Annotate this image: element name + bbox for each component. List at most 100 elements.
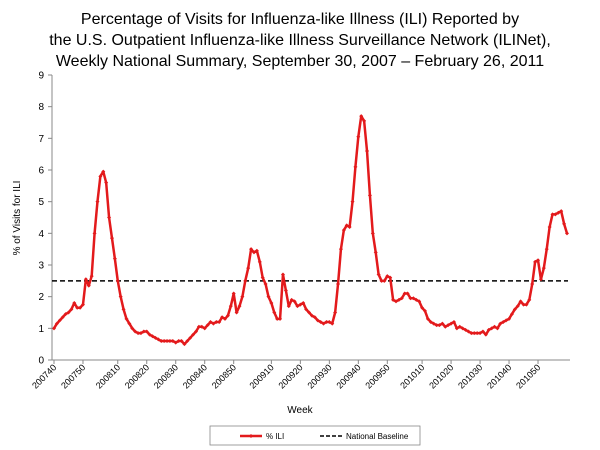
data-point <box>509 312 514 317</box>
data-point <box>144 329 149 334</box>
data-point <box>565 231 569 236</box>
data-point <box>533 259 538 264</box>
data-point <box>202 326 207 331</box>
y-axis-label: % of Visits for ILI <box>12 181 23 256</box>
data-point <box>414 297 419 302</box>
data-point <box>492 324 497 329</box>
data-point <box>115 278 120 283</box>
y-tick-label: 1 <box>38 324 44 335</box>
data-point <box>483 332 488 337</box>
x-tick-label: 201010 <box>398 362 426 390</box>
y-tick-label: 4 <box>38 229 44 240</box>
data-point <box>107 215 112 220</box>
data-point <box>165 339 170 343</box>
data-point <box>507 316 512 321</box>
x-tick-label: 200830 <box>152 362 180 390</box>
data-point <box>498 321 503 326</box>
data-point <box>324 320 329 324</box>
data-point <box>553 212 558 217</box>
data-point <box>425 316 430 321</box>
data-point <box>504 318 509 323</box>
data-point <box>362 118 367 123</box>
data-point <box>536 258 541 263</box>
x-tick-label: 200930 <box>305 362 333 390</box>
chart-title: the U.S. Outpatient Influenza-like Illne… <box>49 32 551 49</box>
data-point <box>147 332 152 337</box>
data-point <box>367 193 372 198</box>
data-point <box>518 299 523 304</box>
data-point <box>428 320 433 324</box>
legend-box <box>209 425 421 446</box>
data-point <box>130 326 135 331</box>
data-point <box>396 297 401 302</box>
data-point <box>382 278 387 283</box>
data-point <box>495 326 500 331</box>
data-point <box>315 318 320 323</box>
data-point <box>385 274 390 279</box>
x-tick-label: 200910 <box>247 362 275 390</box>
data-point <box>550 212 555 217</box>
legend-label: % ILI <box>266 432 284 441</box>
data-point <box>283 288 288 293</box>
data-point <box>408 296 413 301</box>
x-tick-label: 200810 <box>94 362 122 390</box>
chart-title: Percentage of Visits for Influenza-like … <box>81 11 519 28</box>
data-point <box>153 335 158 340</box>
data-point <box>405 291 410 296</box>
data-point <box>194 329 199 334</box>
data-point <box>480 329 485 334</box>
data-point <box>121 307 126 312</box>
data-point <box>289 297 294 302</box>
data-point <box>556 210 561 215</box>
x-tick-label: 201040 <box>485 362 513 390</box>
data-point <box>327 320 332 324</box>
data-point <box>280 272 285 277</box>
data-point <box>237 304 242 309</box>
x-tick-label: 201030 <box>456 362 484 390</box>
data-point <box>373 250 378 255</box>
data-point <box>437 323 442 328</box>
y-tick-label: 0 <box>38 356 44 367</box>
data-point <box>475 331 480 336</box>
data-point <box>170 339 175 343</box>
chart-title: Weekly National Summary, September 30, 2… <box>56 53 544 70</box>
data-point <box>365 149 370 153</box>
legend-marker <box>249 434 253 438</box>
data-point <box>95 199 100 204</box>
data-point <box>251 250 256 255</box>
y-tick-label: 3 <box>38 261 44 272</box>
x-tick-label: 200750 <box>59 362 87 390</box>
data-point <box>185 339 190 343</box>
x-tick-label: 200940 <box>334 362 362 390</box>
data-point <box>176 339 181 343</box>
data-point <box>292 299 297 304</box>
data-line <box>52 114 569 346</box>
data-point <box>136 331 141 336</box>
y-tick-label: 6 <box>38 166 44 177</box>
data-point <box>260 275 265 280</box>
data-point <box>72 301 77 305</box>
data-point <box>379 278 384 283</box>
data-point <box>167 339 172 343</box>
data-point <box>199 324 204 329</box>
data-point <box>411 296 416 301</box>
data-point <box>301 301 306 305</box>
data-point <box>179 339 184 343</box>
data-point <box>298 302 303 307</box>
data-point <box>92 231 97 236</box>
data-point <box>422 308 427 313</box>
data-point <box>231 291 236 296</box>
data-point <box>228 304 233 309</box>
data-point <box>69 307 74 312</box>
data-point <box>257 259 262 264</box>
data-point <box>562 221 567 226</box>
data-point <box>489 326 494 331</box>
x-tick-label: 200820 <box>123 362 151 390</box>
data-point <box>156 337 161 342</box>
x-tick-label: 200740 <box>30 362 58 390</box>
data-point <box>295 304 300 309</box>
data-point <box>501 320 506 324</box>
data-point <box>457 324 462 329</box>
data-point <box>486 327 491 332</box>
data-point <box>246 266 251 271</box>
